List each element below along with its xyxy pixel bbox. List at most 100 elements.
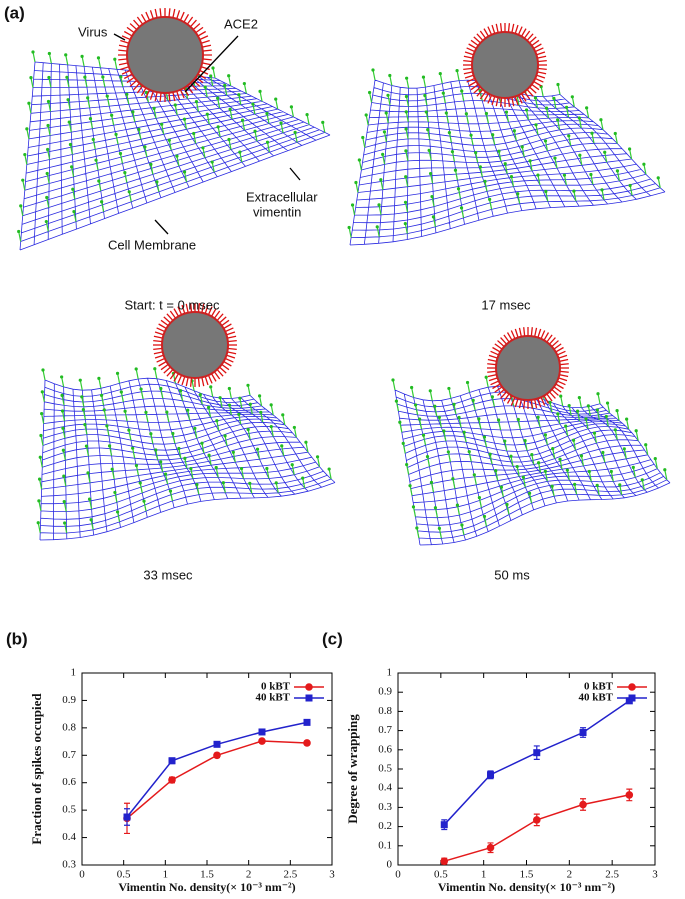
marker	[579, 729, 587, 737]
vimentin	[252, 104, 256, 115]
vimentin	[591, 133, 595, 144]
vimentin-node	[565, 468, 569, 472]
vimentin-node	[490, 395, 494, 399]
vimentin	[593, 432, 598, 444]
vimentin-node	[367, 90, 372, 95]
vimentin-node	[71, 187, 75, 191]
vimentin-node	[62, 474, 66, 478]
vimentin-node	[550, 484, 554, 488]
vimentin	[87, 472, 91, 483]
x-tick-label: 1	[163, 869, 169, 881]
vimentin-node	[37, 499, 41, 503]
vimentin-node	[64, 53, 68, 57]
vimentin	[483, 436, 488, 448]
vimentin-node	[274, 97, 278, 101]
vimentin	[580, 455, 585, 467]
vimentin	[434, 406, 438, 417]
vimentin-node	[215, 419, 219, 423]
legend-label: 40 kBT	[255, 692, 290, 704]
vimentin	[47, 101, 52, 112]
vimentin	[179, 390, 184, 401]
vimentin	[32, 51, 36, 63]
x-axis-label: Vimentin No. density(× 10⁻³ nm⁻²)	[438, 880, 615, 894]
vimentin	[260, 412, 264, 423]
y-tick-label: 0.9	[62, 694, 76, 706]
vimentin-node	[175, 154, 179, 158]
marker	[440, 857, 449, 865]
vimentin	[605, 416, 609, 427]
membrane	[349, 79, 666, 246]
vimentin	[138, 129, 142, 140]
vimentin	[41, 413, 45, 424]
vimentin-node	[123, 409, 127, 413]
vimentin-node	[200, 441, 204, 445]
vimentin	[537, 417, 541, 428]
vimentin	[454, 170, 459, 181]
vimentin	[120, 76, 124, 87]
vimentin-node	[377, 203, 381, 207]
vimentin	[495, 470, 499, 481]
vimentin-node	[640, 478, 644, 482]
vimentin-node	[415, 526, 419, 530]
vimentin-node	[437, 526, 442, 531]
vimentin-node	[401, 441, 405, 446]
vimentin	[504, 440, 508, 452]
vimentin-node	[144, 90, 149, 95]
vimentin	[28, 103, 32, 114]
vimentin-node	[239, 466, 244, 471]
vimentin-node	[144, 410, 148, 414]
x-tick-label: 2	[567, 869, 573, 881]
vimentin	[457, 188, 462, 199]
mesh	[17, 8, 331, 251]
vimentin	[120, 391, 124, 403]
vimentin	[206, 114, 210, 125]
annotation: Cell Membrane	[108, 237, 196, 252]
y-tick-label: 0.8	[378, 705, 392, 717]
caption: 50 ms	[494, 567, 530, 582]
vimentin	[238, 414, 242, 425]
vimentin-node	[499, 485, 503, 489]
vimentin	[405, 111, 409, 122]
vimentin	[71, 166, 75, 177]
vimentin	[114, 492, 118, 503]
vimentin	[453, 404, 457, 415]
vimentin-node	[544, 106, 549, 110]
vimentin-node	[246, 383, 250, 387]
vimentin	[557, 119, 561, 130]
vimentin-node	[462, 430, 466, 434]
vimentin-node	[394, 399, 399, 403]
vimentin	[216, 420, 220, 431]
vimentin-node	[231, 450, 235, 454]
vimentin-node	[482, 514, 487, 519]
x-tick-label: 1.5	[520, 869, 534, 881]
x-tick-label: 2.5	[605, 869, 619, 881]
vimentin	[506, 504, 510, 515]
vimentin-node	[38, 455, 42, 459]
vimentin-node	[543, 433, 547, 437]
x-tick-label: 0	[79, 869, 85, 881]
vimentin	[81, 396, 85, 407]
virus	[161, 311, 229, 379]
vimentin	[145, 412, 149, 423]
vimentin-node	[573, 482, 577, 486]
vimentin-node	[386, 93, 390, 97]
vimentin	[578, 117, 582, 129]
vimentin-node	[592, 431, 597, 435]
vimentin	[405, 96, 410, 107]
arrow	[154, 219, 169, 235]
mesh	[391, 327, 671, 546]
marker	[487, 771, 495, 779]
vimentin-node	[496, 418, 501, 422]
vimentin	[81, 56, 85, 67]
vimentin-node	[551, 446, 555, 451]
vimentin	[362, 137, 366, 148]
vimentin	[72, 189, 76, 200]
vimentin	[654, 458, 658, 469]
vimentin	[438, 417, 442, 428]
vimentin	[442, 92, 446, 104]
vimentin	[614, 133, 618, 144]
vimentin-node	[171, 431, 175, 436]
y-tick-label: 0.3	[62, 859, 76, 871]
vimentin-node	[446, 450, 450, 454]
vimentin	[63, 475, 67, 487]
